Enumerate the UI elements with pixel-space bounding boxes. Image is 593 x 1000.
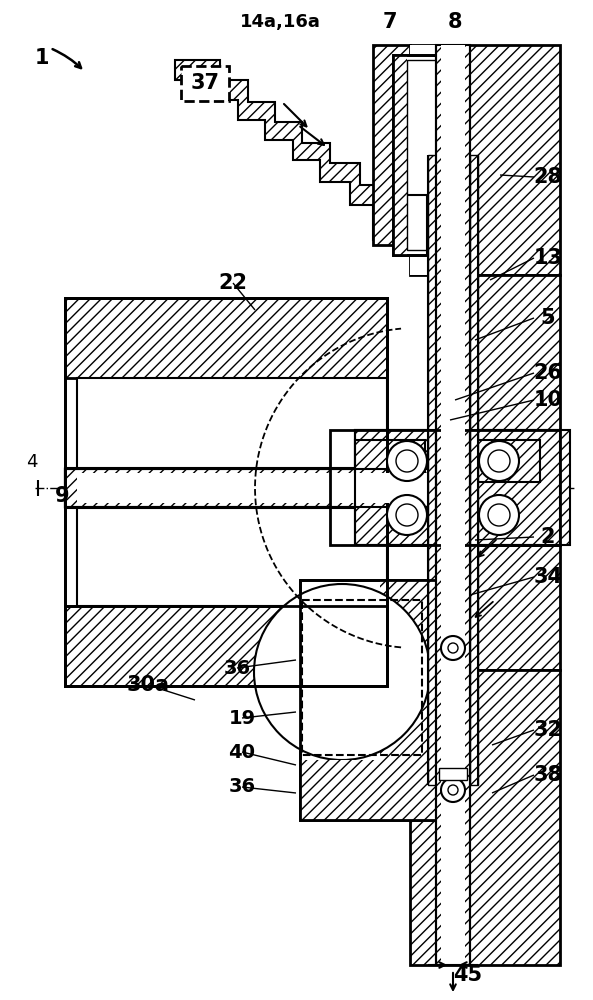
Bar — [65, 298, 387, 686]
Bar — [330, 430, 560, 545]
Circle shape — [448, 785, 458, 795]
Bar — [436, 430, 470, 545]
Text: 32: 32 — [534, 720, 563, 740]
Text: 38: 38 — [534, 765, 563, 785]
Circle shape — [488, 450, 510, 472]
Text: 7: 7 — [382, 12, 397, 32]
Bar — [470, 155, 478, 785]
Bar — [300, 760, 460, 820]
Bar — [436, 45, 470, 965]
Circle shape — [441, 636, 465, 660]
Circle shape — [488, 504, 510, 526]
Text: 28: 28 — [534, 167, 563, 187]
Text: 13: 13 — [534, 248, 563, 268]
Bar — [65, 469, 442, 507]
Text: 22: 22 — [218, 273, 247, 293]
Bar — [439, 55, 453, 255]
Bar — [410, 45, 438, 275]
Bar — [407, 60, 439, 250]
Bar — [441, 45, 465, 965]
Text: 14a,16a: 14a,16a — [240, 13, 320, 31]
Text: 36: 36 — [224, 658, 251, 678]
Bar — [77, 471, 427, 505]
Bar — [430, 545, 560, 670]
Bar — [393, 55, 407, 255]
Bar — [393, 55, 453, 255]
Bar — [393, 55, 453, 255]
Text: 36: 36 — [228, 778, 256, 796]
Bar — [380, 580, 460, 820]
Text: 9: 9 — [55, 486, 69, 506]
Text: 19: 19 — [228, 708, 256, 728]
Circle shape — [441, 778, 465, 802]
Bar — [181, 66, 229, 101]
Circle shape — [479, 441, 519, 481]
Polygon shape — [175, 60, 385, 240]
Bar — [302, 600, 422, 755]
Text: 4: 4 — [26, 453, 38, 471]
Bar — [470, 440, 540, 482]
Bar — [300, 580, 460, 820]
Circle shape — [396, 504, 418, 526]
Bar — [77, 378, 387, 476]
Bar — [65, 298, 387, 378]
Bar — [410, 670, 560, 965]
Bar — [355, 430, 430, 545]
Bar — [65, 469, 442, 507]
Text: 45: 45 — [454, 965, 483, 985]
Bar — [470, 430, 570, 545]
Circle shape — [254, 584, 430, 760]
Bar — [77, 473, 429, 503]
Bar — [65, 606, 387, 686]
Bar — [77, 508, 387, 606]
Text: 37: 37 — [190, 73, 219, 93]
Text: 30a: 30a — [126, 675, 170, 695]
Bar — [373, 45, 410, 245]
Bar — [330, 430, 560, 545]
Bar — [439, 768, 467, 780]
Text: 10: 10 — [534, 390, 563, 410]
Bar — [430, 275, 560, 430]
Text: 5: 5 — [541, 308, 555, 328]
Bar — [355, 440, 425, 482]
Circle shape — [479, 495, 519, 535]
Text: 40: 40 — [228, 742, 256, 762]
Circle shape — [387, 441, 427, 481]
Text: 1: 1 — [35, 48, 49, 68]
Text: 2: 2 — [541, 527, 555, 547]
Bar — [65, 468, 442, 508]
Circle shape — [396, 450, 418, 472]
Text: 26: 26 — [534, 363, 563, 383]
Text: 34: 34 — [534, 567, 563, 587]
Text: 8: 8 — [448, 12, 463, 32]
Circle shape — [448, 643, 458, 653]
Bar — [300, 580, 460, 820]
Bar — [436, 45, 470, 965]
Bar — [410, 45, 560, 275]
Bar — [65, 606, 387, 686]
Bar — [65, 298, 387, 686]
Circle shape — [387, 495, 427, 535]
Bar — [428, 155, 436, 785]
